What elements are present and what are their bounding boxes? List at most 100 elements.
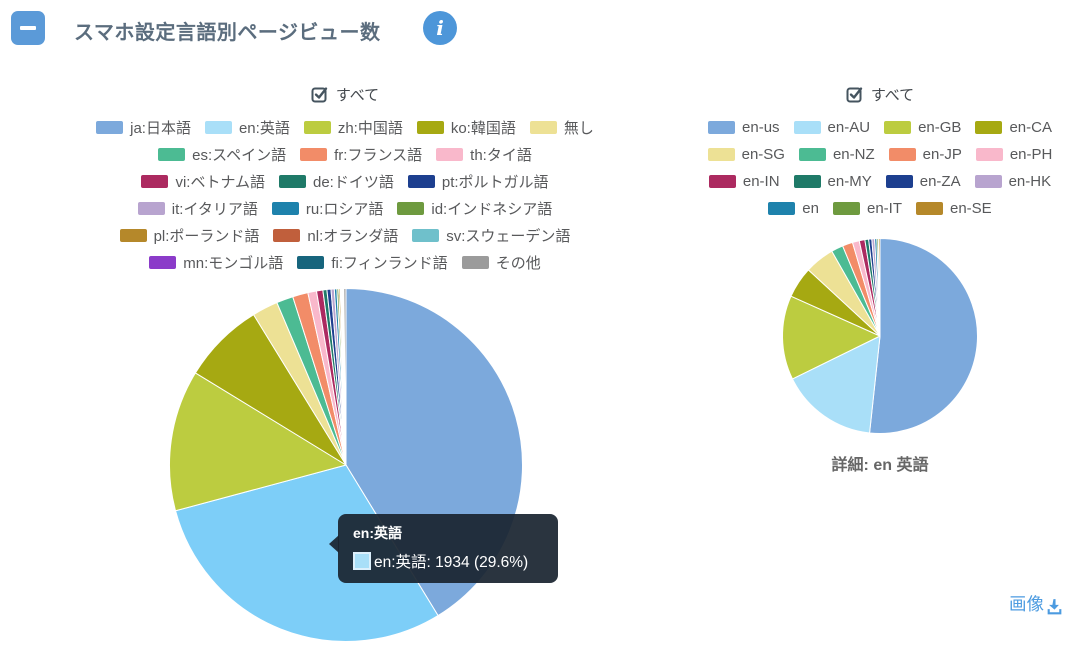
legend-swatch: [273, 229, 301, 242]
image-download-link[interactable]: 画像: [1009, 591, 1064, 616]
legend-row: vi:ベトナム語 de:ドイツ語 pt:ポルトガル語: [45, 168, 645, 195]
pie-slice-en:英語[interactable]: [175, 464, 439, 642]
legend-swatch: [798, 148, 826, 161]
legend-item-en-SE[interactable]: en-SE: [916, 200, 992, 217]
legend-swatch: [461, 256, 489, 269]
legend-label: 無し: [563, 120, 594, 137]
legend-label: en-IN: [742, 173, 780, 190]
chart-tooltip: en:英語 en:英語: 1934 (29.6%): [329, 514, 558, 583]
info-icon[interactable]: i: [423, 11, 457, 45]
legend-item-en-JP[interactable]: en-JP: [888, 146, 962, 163]
legend-item-sv:スウェーデン語[interactable]: sv:スウェーデン語: [412, 225, 570, 246]
legend-item-en-HK[interactable]: en-HK: [974, 173, 1051, 190]
legend-label: pt:ポルトガル語: [441, 174, 549, 191]
legend-item-th:タイ語[interactable]: th:タイ語: [436, 144, 532, 165]
legend-row: es:スペイン語 fr:フランス語 th:タイ語: [45, 141, 645, 168]
legend-label: ja:日本語: [130, 120, 191, 137]
legend-item-en-ZA[interactable]: en-ZA: [885, 173, 961, 190]
legend-item-de:ドイツ語[interactable]: de:ドイツ語: [279, 171, 394, 192]
legend-item-ko:韓国語[interactable]: ko:韓国語: [416, 117, 516, 138]
right-chart-legend: en-us en-AU en-GB en-CA en-SG en-NZ en-JP en-PH…: [690, 114, 1070, 222]
legend-label: en-IT: [866, 200, 902, 217]
legend-label: en: [802, 200, 819, 217]
legend-item-en-GB[interactable]: en-GB: [884, 119, 961, 136]
legend-item-en-PH[interactable]: en-PH: [975, 146, 1053, 163]
select-all-checkbox[interactable]: [846, 86, 863, 103]
collapse-button[interactable]: [11, 11, 45, 45]
legend-item-es:スペイン語[interactable]: es:スペイン語: [158, 144, 286, 165]
legend-swatch: [708, 121, 736, 134]
legend-item-fr:フランス語[interactable]: fr:フランス語: [300, 144, 422, 165]
legend-item-nl:オランダ語[interactable]: nl:オランダ語: [273, 225, 398, 246]
legend-label: id:インドネシア語: [431, 201, 553, 218]
legend-row: en-IN en-MY en-ZA en-HK: [690, 168, 1070, 195]
page-title: スマホ設定言語別ページビュー数: [74, 22, 381, 44]
legend-item-pl:ポーランド語[interactable]: pl:ポーランド語: [119, 225, 260, 246]
legend-label: en-CA: [1009, 119, 1052, 136]
legend-item-en-SG[interactable]: en-SG: [707, 146, 785, 163]
legend-label: it:イタリア語: [171, 201, 258, 218]
legend-item-en[interactable]: en: [768, 200, 819, 217]
legend-swatch: [158, 148, 186, 161]
legend-row: en-us en-AU en-GB en-CA: [690, 114, 1070, 141]
legend-label: en-PH: [1009, 146, 1053, 163]
legend-item-pt:ポルトガル語[interactable]: pt:ポルトガル語: [407, 171, 549, 192]
legend-label: その他: [495, 255, 541, 272]
legend-item-vi:ベトナム語[interactable]: vi:ベトナム語: [141, 171, 265, 192]
legend-item-無し[interactable]: 無し: [529, 117, 594, 138]
legend-swatch: [974, 175, 1002, 188]
pie-slice-en-GB[interactable]: [782, 295, 881, 380]
legend-swatch: [407, 175, 435, 188]
pie-slice-en-AU[interactable]: [791, 335, 881, 434]
tooltip-line: en:英語: 1934 (29.6%): [353, 550, 543, 572]
image-link-label: 画像: [1009, 594, 1044, 614]
right-pie-chart: [782, 238, 978, 434]
legend-label: pl:ポーランド語: [153, 228, 260, 245]
pie-slice-その他[interactable]: [343, 288, 347, 466]
pie-slice-en-SE[interactable]: [877, 238, 881, 337]
tooltip-text: en:英語: 1934 (29.6%): [374, 554, 529, 571]
legend-item-mn:モンゴル語[interactable]: mn:モンゴル語: [149, 252, 283, 273]
left-chart-title-label: すべて: [335, 86, 380, 104]
legend-swatch: [885, 175, 913, 188]
legend-item-id:インドネシア語[interactable]: id:インドネシア語: [397, 198, 552, 219]
legend-item-en-us[interactable]: en-us: [708, 119, 780, 136]
legend-item-en-CA[interactable]: en-CA: [975, 119, 1052, 136]
legend-swatch: [119, 229, 147, 242]
legend-label: en-JP: [922, 146, 962, 163]
legend-item-en-NZ[interactable]: en-NZ: [798, 146, 875, 163]
right-chart-title-label: すべて: [870, 86, 915, 104]
legend-item-en-IN[interactable]: en-IN: [708, 173, 780, 190]
legend-item-fi:フィンランド語[interactable]: fi:フィンランド語: [297, 252, 448, 273]
legend-item-ru:ロシア語[interactable]: ru:ロシア語: [271, 198, 384, 219]
legend-label: mn:モンゴル語: [183, 255, 284, 272]
legend-swatch: [96, 121, 124, 134]
select-all-checkbox[interactable]: [311, 86, 328, 103]
left-chart-title: すべて: [95, 83, 595, 105]
legend-item-en-AU[interactable]: en-AU: [793, 119, 870, 136]
legend-item-その他[interactable]: その他: [461, 252, 541, 273]
pie-slice-en-us[interactable]: [869, 238, 978, 434]
legend-item-ja:日本語[interactable]: ja:日本語: [96, 117, 191, 138]
left-chart-legend: ja:日本語 en:英語 zh:中国語 ko:韓国語 無し es:スペイン語 fr:フランス…: [45, 114, 645, 276]
legend-swatch: [707, 148, 735, 161]
legend-label: ru:ロシア語: [305, 201, 384, 218]
minus-icon: [20, 26, 36, 30]
legend-item-en-IT[interactable]: en-IT: [832, 200, 902, 217]
legend-item-zh:中国語[interactable]: zh:中国語: [303, 117, 403, 138]
legend-row: pl:ポーランド語 nl:オランダ語 sv:スウェーデン語: [45, 222, 645, 249]
legend-item-en-MY[interactable]: en-MY: [793, 173, 872, 190]
legend-item-it:イタリア語[interactable]: it:イタリア語: [137, 198, 258, 219]
legend-item-en:英語[interactable]: en:英語: [204, 117, 290, 138]
legend-label: zh:中国語: [337, 120, 403, 137]
legend-label: fr:フランス語: [334, 147, 423, 164]
legend-swatch: [397, 202, 425, 215]
legend-row: en-SG en-NZ en-JP en-PH: [690, 141, 1070, 168]
legend-label: en-us: [742, 119, 780, 136]
legend-swatch: [297, 256, 325, 269]
legend-label: ko:韓国語: [450, 120, 516, 137]
legend-row: en en-IT en-SE: [690, 195, 1070, 222]
legend-swatch: [832, 202, 860, 215]
pie-slice-zh:中国語[interactable]: [169, 372, 347, 512]
